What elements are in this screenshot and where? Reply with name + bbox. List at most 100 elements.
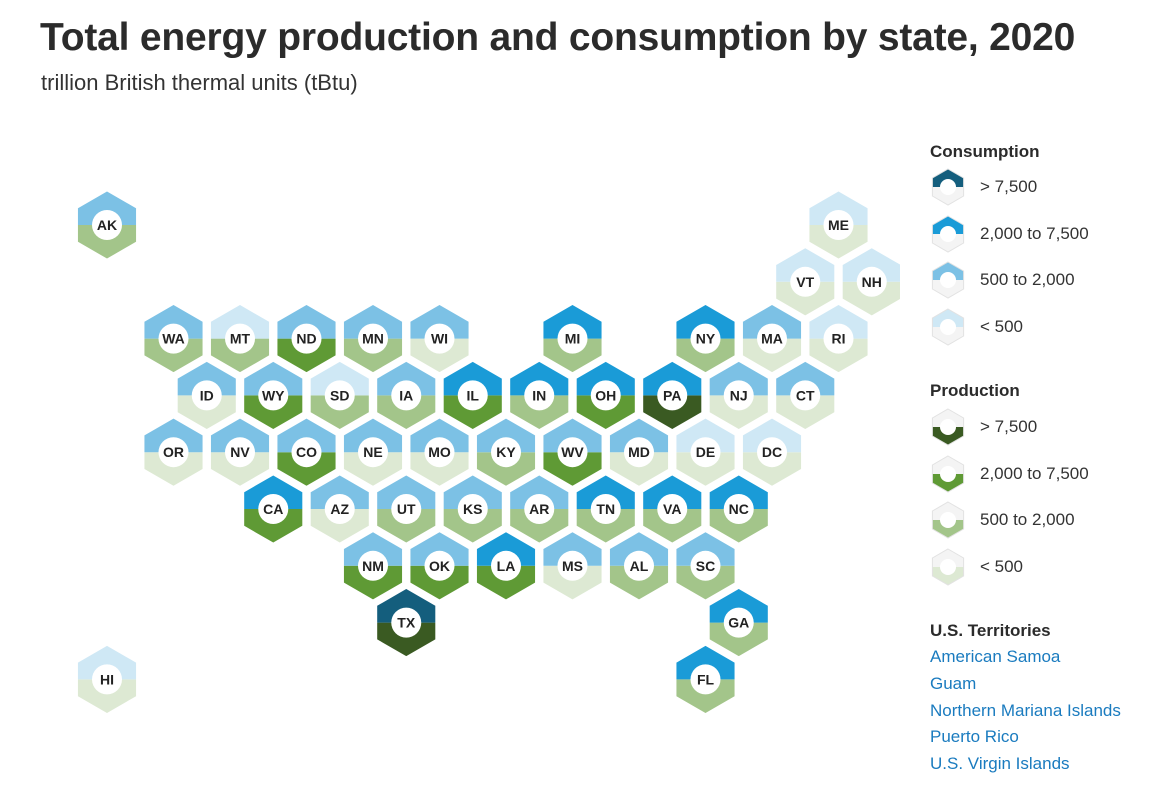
hex-outline	[407, 302, 472, 376]
state-hex-md[interactable]: MD	[607, 415, 671, 489]
state-label: SD	[330, 387, 349, 403]
territory-link[interactable]: Puerto Rico	[930, 727, 1019, 747]
production-half	[774, 395, 836, 431]
state-label: MI	[565, 331, 581, 347]
production-half	[708, 509, 770, 544]
state-hex-ar[interactable]: AR	[507, 472, 571, 546]
state-label: SC	[696, 558, 715, 574]
hex-outline	[241, 358, 305, 432]
state-label: GA	[728, 615, 749, 631]
state-hex-pa[interactable]: PA	[640, 358, 704, 432]
state-hex-nj[interactable]: NJ	[707, 358, 771, 432]
production-swatch-icon	[931, 454, 965, 493]
state-hex-mi[interactable]: MI	[540, 302, 605, 376]
state-hex-de[interactable]: DE	[673, 415, 738, 489]
state-hex-sc[interactable]: SC	[673, 529, 738, 603]
state-label: DC	[762, 444, 782, 460]
hex-outline	[141, 302, 206, 376]
state-label: RI	[832, 331, 846, 347]
state-hex-id[interactable]: ID	[175, 358, 239, 432]
consumption-half	[708, 360, 770, 396]
state-hex-co[interactable]: CO	[274, 415, 339, 489]
state-hex-ok[interactable]: OK	[407, 529, 472, 603]
legend-item-consumption-3: > 7,500	[930, 167, 1140, 207]
hex-outline	[574, 358, 638, 432]
production-half	[708, 622, 770, 658]
production-half	[542, 452, 603, 488]
consumption-half	[808, 303, 869, 339]
consumption-half	[675, 417, 736, 453]
hex-outline	[341, 529, 405, 603]
legend-item-production-1: 500 to 2,000	[930, 500, 1140, 540]
legend-production-title: Production	[930, 381, 1020, 400]
legend-item-production-2: 2,000 to 7,500	[930, 454, 1140, 494]
state-label: WV	[561, 444, 584, 460]
state-hex-or[interactable]: OR	[141, 415, 206, 489]
hex-outline	[374, 358, 438, 432]
production-swatch-icon	[931, 547, 965, 586]
legend-item-consumption-0: < 500	[930, 307, 1140, 347]
state-label: CT	[796, 387, 815, 403]
state-hex-nc[interactable]: NC	[707, 472, 771, 546]
state-hex-ks[interactable]: KS	[441, 472, 505, 546]
state-label: AZ	[330, 501, 349, 517]
state-hex-oh[interactable]: OH	[574, 358, 638, 432]
state-hex-fl[interactable]: FL	[673, 642, 738, 716]
state-hex-wa[interactable]: WA	[141, 302, 206, 376]
state-hex-ga[interactable]: GA	[707, 586, 771, 660]
state-hex-hi[interactable]: HI	[75, 642, 139, 716]
state-hex-mn[interactable]: MN	[341, 302, 405, 376]
legend-label: > 7,500	[980, 417, 1038, 436]
state-hex-ut[interactable]: UT	[374, 472, 438, 546]
state-hex-ri[interactable]: RI	[806, 302, 871, 376]
territory-link[interactable]: American Samoa	[930, 647, 1061, 666]
state-hex-wi[interactable]: WI	[407, 302, 472, 376]
hex-outline	[707, 472, 771, 546]
consumption-half	[708, 587, 770, 623]
state-hex-wy[interactable]: WY	[241, 358, 305, 432]
state-hex-al[interactable]: AL	[607, 529, 671, 603]
state-label: IA	[399, 387, 413, 403]
state-label: UT	[397, 501, 416, 517]
hex-outline	[607, 529, 671, 603]
state-hex-ms[interactable]: MS	[540, 529, 605, 603]
state-hex-mo[interactable]: MO	[407, 415, 472, 489]
state-hex-ne[interactable]: NE	[341, 415, 405, 489]
state-hex-in[interactable]: IN	[507, 358, 571, 432]
state-hex-nh[interactable]: NH	[840, 245, 900, 319]
state-hex-ct[interactable]: CT	[773, 358, 837, 432]
hex-outline	[474, 529, 538, 603]
hex-outline	[740, 415, 804, 489]
state-hex-me[interactable]: ME	[806, 188, 871, 262]
state-hex-vt[interactable]: VT	[773, 245, 837, 319]
state-hex-nd[interactable]: ND	[274, 302, 339, 376]
state-label: CA	[263, 501, 283, 517]
state-label: MT	[230, 331, 251, 347]
state-hex-la[interactable]: LA	[474, 529, 538, 603]
territory-link[interactable]: Northern Mariana Islands	[930, 700, 1121, 720]
state-hex-wv[interactable]: WV	[540, 415, 605, 489]
hex-outline	[840, 245, 900, 319]
state-hex-ca[interactable]: CA	[241, 472, 305, 546]
state-hex-dc[interactable]: DC	[740, 415, 804, 489]
state-hex-ny[interactable]: NY	[673, 302, 738, 376]
hex-outline	[308, 472, 372, 546]
state-hex-ia[interactable]: IA	[374, 358, 438, 432]
state-hex-ky[interactable]: KY	[474, 415, 538, 489]
hex-outline	[806, 188, 871, 262]
state-hex-nm[interactable]: NM	[341, 529, 405, 603]
state-hex-ma[interactable]: MA	[740, 302, 804, 376]
state-hex-sd[interactable]: SD	[308, 358, 372, 432]
state-hex-tn[interactable]: TN	[574, 472, 638, 546]
state-hex-az[interactable]: AZ	[308, 472, 372, 546]
state-hex-il[interactable]: IL	[441, 358, 505, 432]
territory-link[interactable]: U.S. Virgin Islands	[930, 754, 1070, 774]
consumption-half	[808, 190, 869, 225]
state-hex-nv[interactable]: NV	[208, 415, 272, 489]
state-hex-ak[interactable]: AK	[75, 188, 139, 262]
state-hex-mt[interactable]: MT	[208, 302, 272, 376]
state-label: ID	[200, 387, 214, 403]
territory-link[interactable]: Guam	[930, 673, 977, 693]
state-hex-tx[interactable]: TX	[374, 586, 438, 660]
state-hex-va[interactable]: VA	[640, 472, 704, 546]
